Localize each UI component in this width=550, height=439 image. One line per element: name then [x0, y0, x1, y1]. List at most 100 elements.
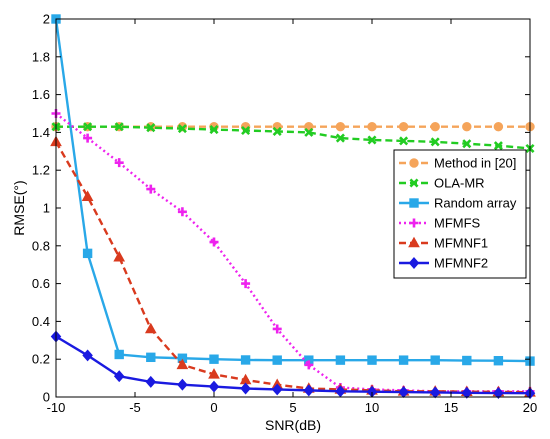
data-point-mfmfs — [114, 158, 124, 168]
data-point-mfmfs — [241, 279, 251, 289]
data-point-mfmnf2 — [113, 370, 125, 383]
y-tick-label: 0.4 — [32, 314, 50, 329]
data-point-mfmfs — [83, 133, 93, 143]
legend-box — [393, 149, 527, 279]
axes: -10 -5 0 5 10 15 20 0 0.2 0.4 0.6 0.8 1 1.2 1.4 1.6 1.8 2… — [11, 12, 537, 434]
data-point-mfmnf2 — [82, 349, 93, 362]
legend-item-mfmnf1: MFMNF1 — [399, 236, 488, 251]
y-tick-label: 0.6 — [32, 276, 50, 291]
y-tick-label: 1 — [43, 201, 50, 216]
legend-label: MFMNF1 — [434, 236, 488, 251]
data-point-ola-mr — [114, 122, 124, 132]
series-line-mfmfs — [55, 112, 530, 393]
y-tick-label: 1.2 — [32, 163, 50, 178]
x-tick-label: 10 — [365, 400, 379, 415]
data-point-mfmnf2 — [240, 382, 251, 395]
data-point-random-array — [82, 248, 93, 259]
data-point-random-array — [493, 356, 504, 366]
data-point-ola-mr — [493, 141, 503, 151]
y-tick-label: 0.8 — [32, 238, 50, 253]
data-point-method-in-20 — [335, 122, 346, 132]
y-tick-label: 0.2 — [32, 352, 50, 367]
x-tick-label: 20 — [523, 400, 537, 415]
data-point-ola-mr — [462, 139, 472, 149]
data-point-ola-mr — [430, 137, 440, 147]
legend-marker — [408, 236, 420, 248]
legend-marker — [409, 158, 419, 168]
data-point-method-in-20 — [367, 122, 377, 132]
data-point-random-array — [240, 355, 251, 365]
data-point-ola-mr — [241, 125, 251, 136]
data-point-random-array — [209, 354, 219, 364]
data-point-random-array — [146, 352, 156, 363]
data-point-mfmnf1 — [144, 322, 157, 334]
data-point-mfmfs — [146, 184, 156, 194]
x-tick-label: 15 — [444, 400, 458, 415]
x-tick-label: -5 — [129, 400, 141, 415]
data-point-random-array — [367, 355, 377, 365]
data-point-random-array — [462, 355, 472, 366]
legend-marker — [409, 198, 419, 208]
legend-item-ola-mr: OLA-MR — [399, 176, 485, 191]
data-point-mfmfs — [177, 207, 187, 217]
legend-item-mfmfs: MFMFS — [399, 216, 481, 231]
series-random-array — [51, 14, 535, 366]
data-point-random-array — [335, 355, 346, 365]
legend-label: Random array — [434, 196, 517, 211]
y-tick-label: 1.8 — [32, 49, 50, 64]
series-line-ola-mr — [56, 125, 531, 150]
data-point-ola-mr — [83, 122, 93, 132]
data-point-ola-mr — [335, 133, 345, 143]
data-point-ola-mr — [399, 136, 409, 146]
series-ola-mr — [51, 122, 535, 153]
data-point-random-array — [114, 349, 124, 360]
data-point-random-array — [398, 355, 409, 365]
data-point-mfmnf1 — [208, 368, 220, 379]
data-point-mfmnf1 — [176, 358, 189, 370]
legend-item-random-array: Random array — [399, 196, 517, 211]
data-point-mfmnf1 — [113, 250, 126, 262]
data-point-mfmnf2 — [271, 383, 283, 396]
data-point-mfmfs — [272, 324, 282, 334]
legend-label: MFMFS — [434, 216, 481, 231]
y-tick-label: 1.6 — [32, 87, 50, 102]
data-point-mfmnf2 — [461, 386, 473, 399]
data-point-mfmnf2 — [145, 375, 157, 388]
x-tick-label: -10 — [47, 400, 66, 415]
data-point-mfmnf2 — [303, 384, 315, 397]
series-line-random-array — [54, 18, 531, 363]
data-point-method-in-20 — [398, 122, 409, 132]
data-point-ola-mr — [177, 124, 187, 134]
x-tick-label: 0 — [210, 400, 217, 415]
data-point-method-in-20 — [430, 122, 440, 132]
data-point-mfmnf1 — [81, 190, 94, 201]
legend: Method in [20] OLA-MR Random array MFMFS MFM… — [393, 149, 527, 279]
data-point-ola-mr — [272, 126, 282, 136]
series-layer — [50, 14, 536, 400]
data-point-mfmnf2 — [177, 378, 188, 391]
data-point-ola-mr — [304, 127, 314, 137]
legend-marker — [409, 178, 419, 188]
data-point-mfmfs — [209, 237, 219, 247]
legend-label: OLA-MR — [434, 176, 485, 191]
legend-label: Method in [20] — [434, 156, 516, 171]
legend-label: MFMNF2 — [434, 256, 488, 271]
data-point-mfmnf2 — [493, 387, 504, 399]
data-point-method-in-20 — [462, 122, 472, 132]
y-tick-label: 0 — [43, 390, 50, 405]
legend-marker — [408, 257, 420, 269]
data-point-mfmnf2 — [208, 380, 220, 393]
legend-item-mfmnf2: MFMNF2 — [399, 256, 488, 271]
x-axis-title: SNR(dB) — [265, 417, 321, 433]
data-point-mfmfs — [304, 360, 314, 370]
y-tick-label: 2 — [43, 12, 50, 27]
data-point-ola-mr — [146, 123, 156, 133]
x-tick-label: 5 — [289, 400, 296, 415]
data-point-ola-mr — [209, 125, 219, 135]
legend-marker — [409, 218, 419, 228]
data-point-random-array — [430, 355, 440, 365]
legend-item-method-in-20: Method in [20] — [399, 156, 516, 171]
y-tick-label: 1.4 — [32, 125, 50, 140]
y-axis-title: RMSE(°) — [11, 180, 27, 235]
